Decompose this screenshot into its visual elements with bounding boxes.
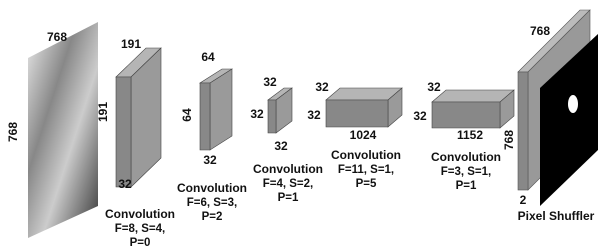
- layer-depth: 32: [274, 139, 288, 153]
- caption: F=6, S=3,: [187, 197, 238, 209]
- layer-top: 32: [315, 80, 329, 94]
- caption: Convolution: [431, 150, 501, 164]
- layer-side: 32: [413, 109, 427, 123]
- output-label: Pixel Shuffler: [518, 209, 595, 223]
- layer-side: 32: [250, 107, 264, 121]
- layer-top: 64: [201, 50, 215, 64]
- input-image: [28, 22, 98, 238]
- box-face: [268, 100, 276, 133]
- output-spot: [568, 95, 578, 113]
- layer-side: 32: [307, 108, 321, 122]
- layer-depth: 32: [203, 153, 217, 167]
- output-depth: 2: [520, 193, 527, 207]
- caption: P=5: [356, 178, 377, 190]
- box-face: [432, 102, 500, 128]
- box-face: [200, 83, 210, 150]
- input-width: 768: [47, 30, 67, 44]
- output-slab: [518, 72, 528, 190]
- layer-top: 191: [121, 37, 141, 51]
- layer-top: 32: [263, 75, 277, 89]
- caption: Convolution: [177, 181, 247, 195]
- output-top: 768: [530, 24, 550, 38]
- caption: F=3, S=1,: [441, 166, 492, 178]
- caption: F=8, S=4,: [115, 223, 166, 235]
- output-side: 768: [502, 130, 516, 150]
- caption: Convolution: [253, 162, 323, 176]
- caption: Convolution: [331, 148, 401, 162]
- caption: Convolution: [105, 207, 175, 221]
- caption: F=11, S=1,: [338, 164, 394, 176]
- box-face: [116, 77, 131, 187]
- layer-top: 32: [427, 80, 441, 94]
- layer-depth: 1024: [350, 128, 377, 142]
- layer-side: 64: [180, 108, 194, 122]
- layer-depth: 32: [118, 177, 132, 191]
- layer-side: 191: [96, 102, 110, 122]
- caption: P=1: [456, 180, 477, 192]
- box-face: [326, 100, 388, 127]
- caption: P=0: [130, 237, 151, 248]
- diagram: 768 768 191 191 32 Convolution F=8, S=4,…: [0, 0, 600, 248]
- input-height: 768: [6, 122, 20, 142]
- caption: P=1: [278, 192, 299, 204]
- layer-depth: 1152: [457, 128, 483, 142]
- box-face: [210, 69, 232, 150]
- caption: F=4, S=2,: [263, 178, 314, 190]
- caption: P=2: [202, 211, 223, 223]
